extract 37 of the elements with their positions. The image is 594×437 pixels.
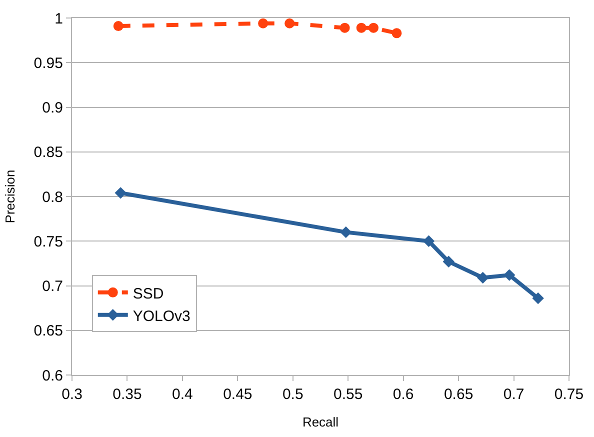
point <box>113 21 124 32</box>
legend-label: YOLOv3 <box>132 308 190 325</box>
y-tick-label: 0.85 <box>34 144 63 162</box>
point <box>532 292 544 304</box>
y-tick-label: 0.8 <box>42 188 63 206</box>
x-tick-label: 0.35 <box>112 386 142 403</box>
x-tick-label: 0.3 <box>62 386 82 403</box>
x-tick-label: 0.75 <box>554 386 584 403</box>
point <box>356 22 366 33</box>
point <box>258 18 268 28</box>
legend-label: SSD <box>132 285 164 302</box>
y-tick-label: 1 <box>54 10 63 28</box>
point <box>368 22 379 33</box>
point <box>340 226 352 238</box>
point <box>504 269 516 281</box>
y-tick-label: 0.9 <box>42 100 63 116</box>
y-tick-label: 0.6 <box>42 367 63 384</box>
y-tick-label: 0.7 <box>42 278 63 295</box>
x-tick-label: 0.45 <box>223 386 252 403</box>
point <box>284 18 295 28</box>
point <box>340 22 350 33</box>
point <box>442 256 454 268</box>
y-tick-label: 0.95 <box>34 54 63 72</box>
point <box>114 187 126 199</box>
x-tick-label: 0.4 <box>172 386 193 403</box>
x-axis-title: Recall <box>302 414 339 430</box>
x-tick-label: 0.5 <box>282 386 304 403</box>
point <box>422 235 435 247</box>
point <box>477 272 489 284</box>
x-tick-label: 0.7 <box>503 386 524 403</box>
y-tick-label: 0.65 <box>34 322 63 340</box>
x-tick-label: 0.6 <box>392 386 414 403</box>
y-axis-title: Precision <box>2 170 18 224</box>
y-tick-label: 0.75 <box>34 233 63 250</box>
x-tick-label: 0.65 <box>444 386 474 403</box>
point <box>392 28 402 38</box>
x-tick-label: 0.55 <box>334 386 363 403</box>
